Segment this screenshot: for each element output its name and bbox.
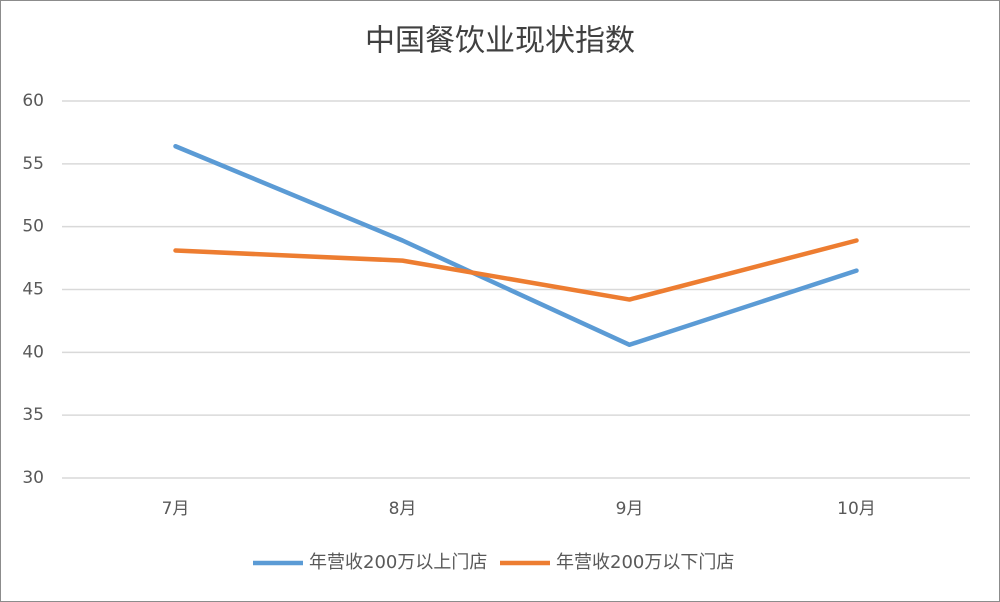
- y-tick-label: 35: [22, 405, 44, 425]
- legend-label: 年营收200万以上门店: [309, 552, 487, 573]
- y-tick-label: 50: [22, 217, 44, 237]
- chart-title: 中国餐饮业现状指数: [365, 24, 635, 59]
- legend-label: 年营收200万以下门店: [556, 552, 734, 573]
- data-line: [173, 238, 859, 302]
- y-tick-label: 30: [22, 468, 44, 488]
- x-tick-label: 8月: [389, 499, 417, 519]
- y-tick-label: 55: [22, 154, 44, 174]
- y-tick-label: 60: [22, 91, 44, 111]
- y-tick-label: 40: [22, 342, 44, 362]
- x-tick-label: 7月: [162, 499, 190, 519]
- x-tick-label: 9月: [616, 499, 644, 519]
- y-tick-label: 45: [22, 280, 44, 300]
- data-line: [173, 143, 859, 348]
- x-tick-label: 10月: [837, 499, 876, 519]
